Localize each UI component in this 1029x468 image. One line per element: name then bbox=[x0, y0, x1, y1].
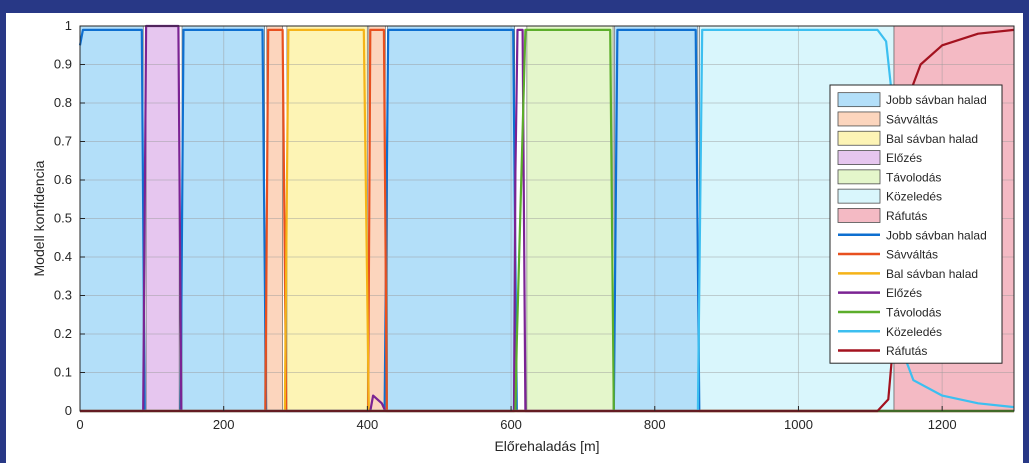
y-axis-label: Modell konfidencia bbox=[31, 160, 47, 276]
legend-patch-label-4: Távolodás bbox=[886, 170, 941, 184]
legend-patch-label-6: Ráfutás bbox=[886, 209, 927, 223]
legend-line-label-1: Sávváltás bbox=[886, 248, 938, 262]
legend-patch-label-3: Előzés bbox=[886, 151, 922, 165]
y-tick-label-8: 0.8 bbox=[54, 95, 72, 110]
y-tick-label-2: 0.2 bbox=[54, 326, 72, 341]
segment-7 bbox=[526, 25, 614, 412]
x-tick-label-1: 200 bbox=[213, 417, 235, 432]
y-tick-label-4: 0.4 bbox=[54, 249, 72, 264]
segment-4 bbox=[286, 25, 368, 412]
tick-layer: 0 200 400 600 800 1000 1200 0 0.1 0.2 0.3 0.4 0.5 0.6… bbox=[54, 18, 957, 432]
legend: Jobb sávban halad Sávváltás Bal sávban hal… bbox=[829, 84, 1003, 364]
legend-patch-0 bbox=[837, 92, 881, 108]
legend-line-label-0: Jobb sávban halad bbox=[886, 228, 987, 242]
legend-patch-2 bbox=[837, 130, 881, 146]
segment-1 bbox=[145, 25, 180, 412]
x-tick-label-3: 600 bbox=[500, 417, 522, 432]
y-tick-label-5: 0.5 bbox=[54, 211, 72, 226]
legend-patch-3 bbox=[837, 150, 881, 165]
y-tick-label-6: 0.6 bbox=[54, 172, 72, 187]
confidence-chart: 0 200 400 600 800 1000 1200 0 0.1 0.2 0.3 0.4 0.5 0.6… bbox=[31, 18, 1015, 454]
segment-6 bbox=[387, 25, 515, 412]
legend-line-label-4: Távolodás bbox=[886, 305, 941, 319]
x-axis-label: Előrehaladás [m] bbox=[494, 438, 599, 454]
top-border bbox=[0, 0, 1029, 13]
left-border bbox=[0, 13, 6, 463]
legend-line-label-5: Közeledés bbox=[886, 325, 942, 339]
y-tick-label-3: 0.3 bbox=[54, 288, 72, 303]
y-tick-label-0: 0 bbox=[65, 403, 72, 418]
y-tick-label-10: 1 bbox=[65, 18, 72, 33]
legend-patch-1 bbox=[837, 111, 881, 127]
x-tick-label-4: 800 bbox=[644, 417, 666, 432]
legend-line-label-3: Előzés bbox=[886, 286, 922, 300]
legend-patch-6 bbox=[837, 208, 881, 223]
y-tick-label-9: 0.9 bbox=[54, 57, 72, 72]
legend-patch-label-0: Jobb sávban halad bbox=[886, 93, 987, 107]
y-tick-label-1: 0.1 bbox=[54, 365, 72, 380]
legend-patch-label-1: Sávváltás bbox=[886, 112, 938, 126]
segment-8 bbox=[614, 25, 699, 412]
legend-box bbox=[829, 84, 1003, 364]
y-tick-label-7: 0.7 bbox=[54, 134, 72, 149]
chart-area: 0 200 400 600 800 1000 1200 0 0.1 0.2 0.3 0.4 0.5 0.6… bbox=[6, 13, 1023, 463]
x-tick-label-5: 1000 bbox=[784, 417, 813, 432]
legend-patch-5 bbox=[837, 188, 881, 204]
legend-line-label-2: Bal sávban halad bbox=[886, 267, 978, 281]
right-border bbox=[1023, 13, 1029, 463]
legend-line-label-6: Ráfutás bbox=[886, 344, 927, 358]
segment-0 bbox=[79, 25, 144, 412]
x-tick-label-2: 400 bbox=[357, 417, 379, 432]
legend-patch-4 bbox=[837, 169, 881, 185]
legend-patch-label-2: Bal sávban halad bbox=[886, 132, 978, 146]
x-tick-label-6: 1200 bbox=[928, 417, 957, 432]
x-tick-label-0: 0 bbox=[76, 417, 83, 432]
legend-patch-label-5: Közeledés bbox=[886, 190, 942, 204]
